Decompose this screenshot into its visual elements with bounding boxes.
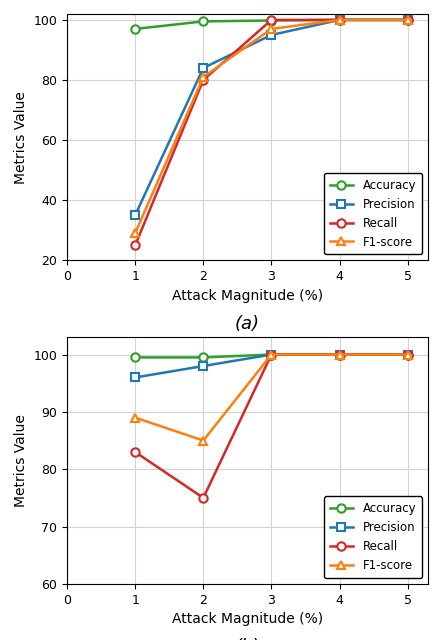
Y-axis label: Metrics Value: Metrics Value <box>14 414 28 507</box>
X-axis label: Attack Magnitude (%): Attack Magnitude (%) <box>172 612 323 626</box>
Y-axis label: Metrics Value: Metrics Value <box>14 91 28 184</box>
X-axis label: Attack Magnitude (%): Attack Magnitude (%) <box>172 289 323 303</box>
Legend: Accuracy, Precision, Recall, F1-score: Accuracy, Precision, Recall, F1-score <box>324 497 422 578</box>
Legend: Accuracy, Precision, Recall, F1-score: Accuracy, Precision, Recall, F1-score <box>324 173 422 255</box>
Text: (b): (b) <box>235 638 260 640</box>
Text: (a): (a) <box>235 315 260 333</box>
